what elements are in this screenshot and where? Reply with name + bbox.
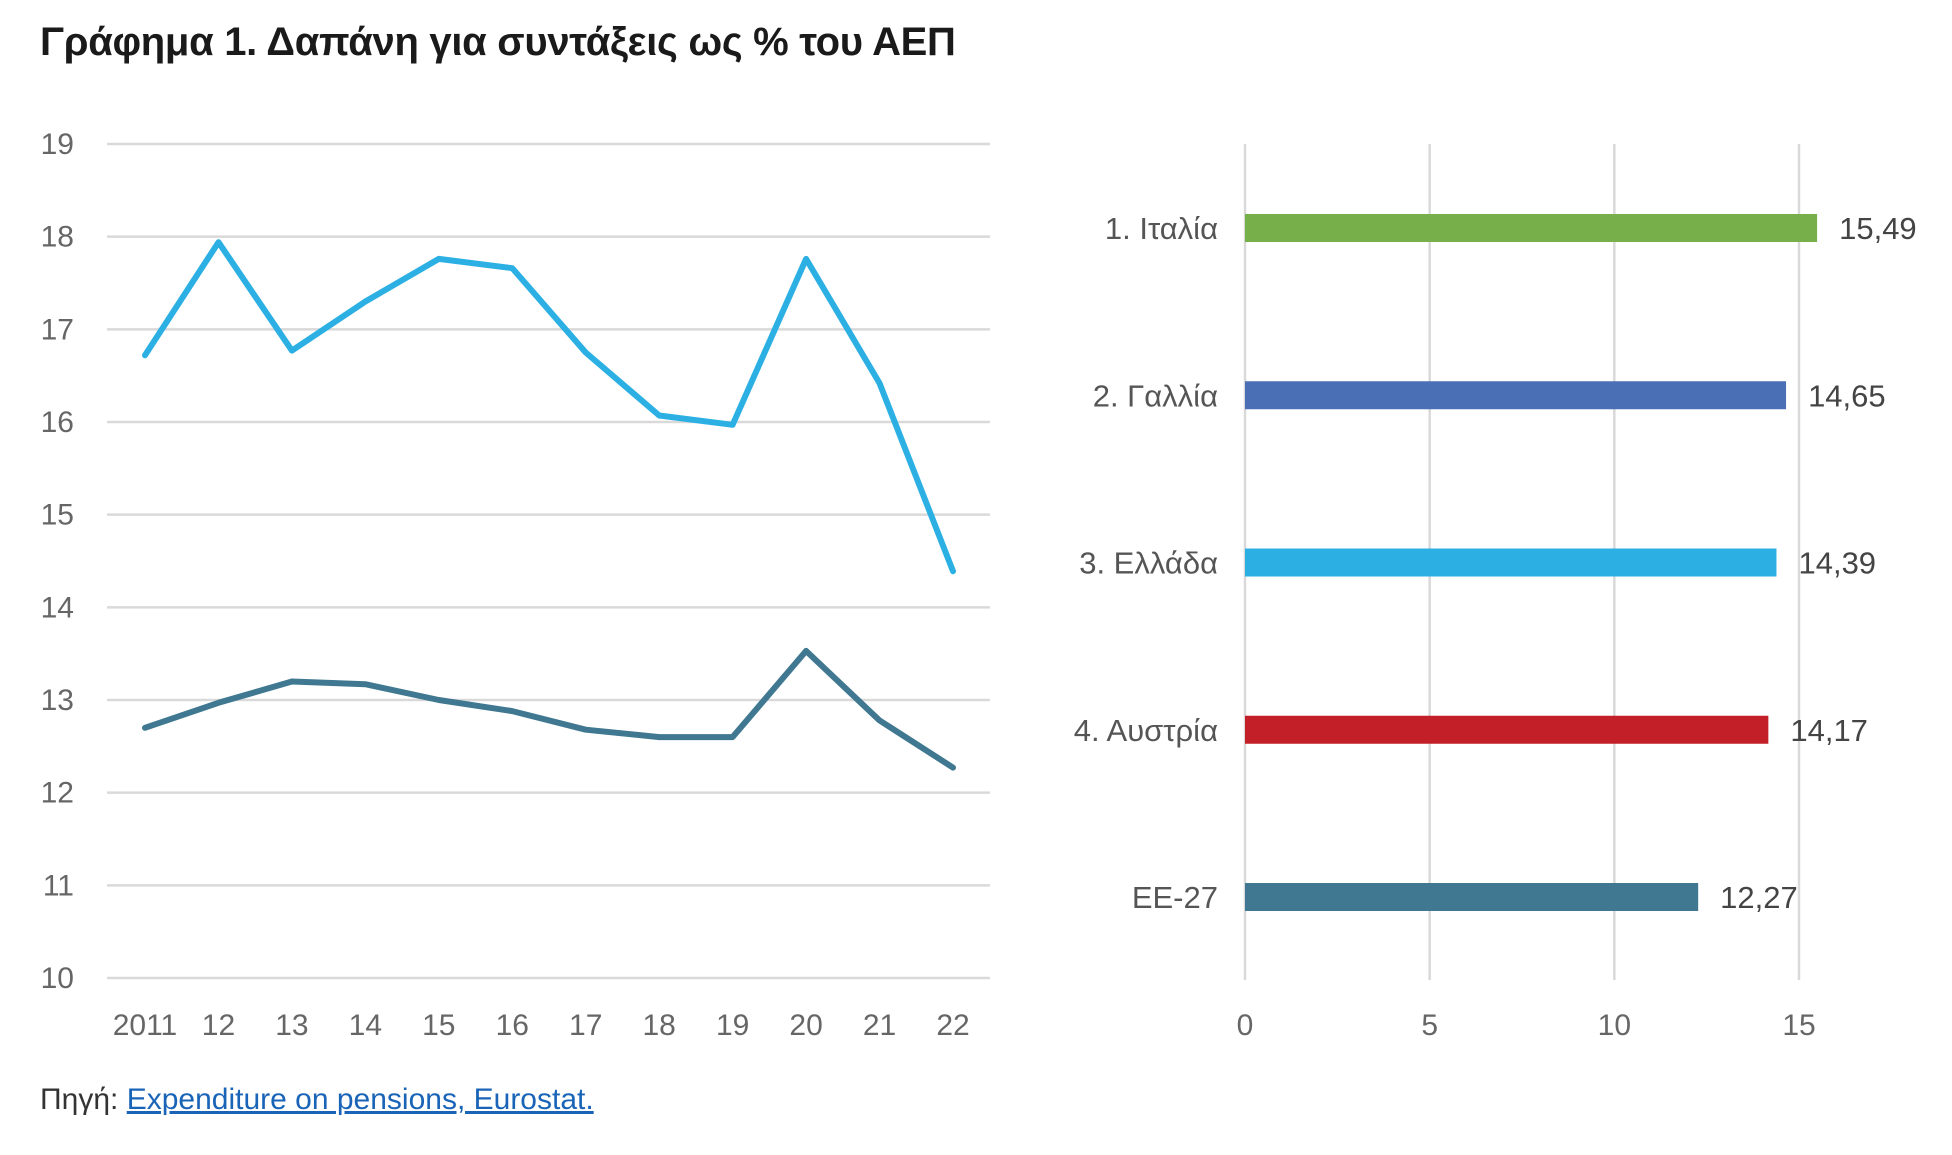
line-x-tick-label: 12	[202, 1009, 235, 1042]
line-series-2	[142, 647, 956, 771]
line-x-tick-label: 17	[569, 1009, 602, 1042]
chart-title: Γράφημα 1. Δαπάνη για συντάξεις ως % του…	[40, 20, 956, 64]
bar-data-label: 12,27	[1720, 880, 1798, 915]
line-y-tick-label: 16	[41, 406, 74, 439]
source-prefix: Πηγή:	[40, 1083, 119, 1116]
bar	[1245, 548, 1777, 577]
bar-x-tick-label: 0	[1237, 1009, 1254, 1042]
bar-data-label: 14,39	[1798, 546, 1876, 581]
source-link[interactable]: Expenditure on pensions, Eurostat.	[126, 1083, 594, 1116]
bar-category-label: 2. Γαλλία	[1093, 378, 1218, 413]
bar-data-label: 14,17	[1790, 713, 1868, 748]
bar-data-label: 15,49	[1839, 211, 1917, 246]
bar-data-label: 14,65	[1808, 378, 1886, 413]
bar	[1245, 214, 1818, 242]
line-x-tick-label: 19	[716, 1009, 749, 1042]
line-y-tick-label: 12	[41, 777, 74, 810]
source-note: Πηγή: Expenditure on pensions, Eurostat.	[40, 1083, 594, 1117]
line-x-tick-label: 22	[936, 1009, 969, 1042]
line-y-tick-label: 17	[41, 313, 74, 346]
line-y-tick-label: 19	[41, 128, 74, 161]
line-x-tick-label: 21	[863, 1009, 896, 1042]
bar-category-label: 4. Αυστρία	[1074, 713, 1218, 748]
line-x-tick-label: 13	[275, 1009, 308, 1042]
bar	[1245, 381, 1787, 410]
bar-x-tick-label: 10	[1598, 1009, 1631, 1042]
bar-x-tick-label: 5	[1421, 1009, 1438, 1042]
line-x-tick-label: 2011	[113, 1009, 178, 1042]
line-x-tick-label: 14	[349, 1009, 382, 1042]
line-x-tick-label: 16	[496, 1009, 529, 1042]
line-y-tick-label: 14	[41, 591, 74, 624]
bar-chart: 0 5 10 15 1. Ιταλία 15,49 2. Γαλλία 14,65 3. Ελλ…	[1074, 144, 1917, 1042]
line-y-tick-label: 18	[41, 221, 74, 254]
line-y-tick-label: 13	[41, 684, 74, 717]
bar-x-tick-label: 15	[1782, 1009, 1815, 1042]
bar	[1245, 715, 1769, 744]
line-x-tick-label: 20	[789, 1009, 822, 1042]
line-chart: 10 11 12 13 14 15 16 17 18 19 2011 12 13 14 15 16 17 18 19…	[41, 128, 990, 1042]
charts-canvas: 10 11 12 13 14 15 16 17 18 19 2011 12 13 14 15 16 17 18 19…	[41, 128, 1917, 1042]
line-x-tick-label: 15	[422, 1009, 455, 1042]
line-y-tick-label: 15	[41, 499, 74, 532]
bar-category-label: ΕΕ-27	[1132, 880, 1218, 915]
line-y-tick-label: 11	[43, 869, 74, 902]
line-series-1	[142, 239, 956, 575]
bar-category-label: 3. Ελλάδα	[1079, 546, 1218, 581]
bar	[1245, 883, 1699, 911]
bar-category-label: 1. Ιταλία	[1105, 211, 1218, 246]
line-x-tick-label: 18	[642, 1009, 675, 1042]
line-y-tick-label: 10	[41, 962, 74, 995]
